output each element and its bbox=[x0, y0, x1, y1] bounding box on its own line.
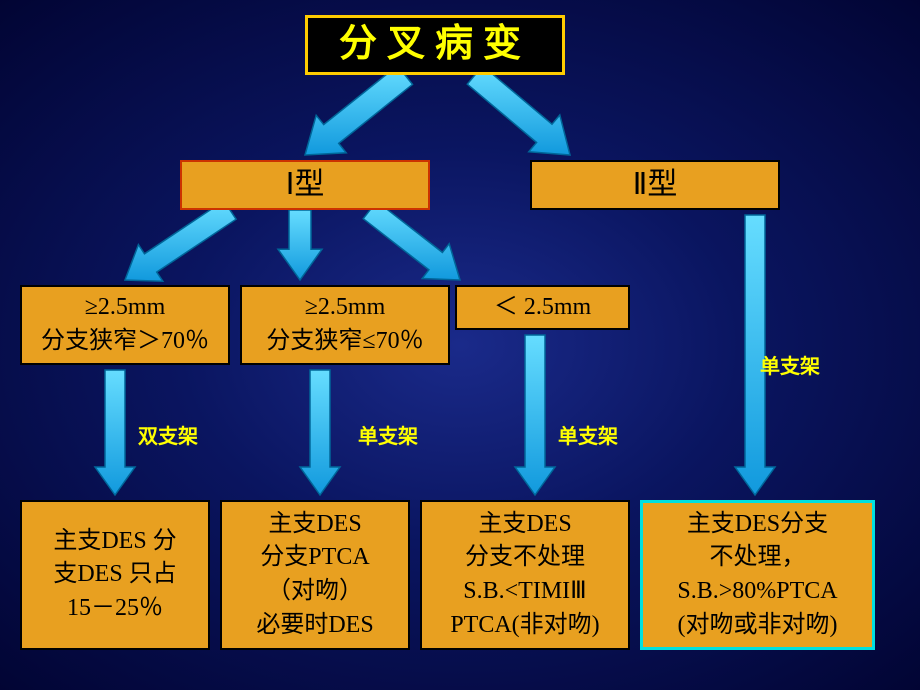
r4-text: 主支DES分支 不处理， S.B.>80%PTCA (对吻或非对吻) bbox=[677, 508, 837, 642]
root-text: 分叉病变 bbox=[339, 18, 531, 71]
type1-text: Ⅰ型 bbox=[286, 164, 325, 206]
criteria-1-node: ≥2.5mm 分支狭窄＞70％ bbox=[20, 285, 230, 365]
criteria-3-node: ＜ 2.5mm bbox=[455, 285, 630, 330]
type1-node: Ⅰ型 bbox=[180, 160, 430, 210]
r2-text: 主支DES 分支PTCA （对吻） 必要时DES bbox=[256, 508, 373, 642]
label-single-stent-2: 单支架 bbox=[558, 420, 618, 449]
label-single-stent-3: 单支架 bbox=[760, 350, 820, 379]
result-2-node: 主支DES 分支PTCA （对吻） 必要时DES bbox=[220, 500, 410, 650]
root-node: 分叉病变 bbox=[305, 15, 565, 75]
c1-text: ≥2.5mm 分支狭窄＞70％ bbox=[41, 291, 209, 358]
type2-node: Ⅱ型 bbox=[530, 160, 780, 210]
result-4-node: 主支DES分支 不处理， S.B.>80%PTCA (对吻或非对吻) bbox=[640, 500, 875, 650]
label-single-stent-1: 单支架 bbox=[358, 420, 418, 449]
c2-text: ≥2.5mm 分支狭窄≤70％ bbox=[266, 291, 423, 358]
r1-text: 主支DES 分 支DES 只占 15－25％ bbox=[53, 525, 176, 626]
type2-text: Ⅱ型 bbox=[633, 164, 678, 206]
c3-text: ＜ 2.5mm bbox=[494, 291, 591, 325]
label-double-stent: 双支架 bbox=[138, 420, 198, 449]
result-3-node: 主支DES 分支不处理 S.B.<TIMIⅢ PTCA(非对吻) bbox=[420, 500, 630, 650]
r3-text: 主支DES 分支不处理 S.B.<TIMIⅢ PTCA(非对吻) bbox=[450, 508, 599, 642]
result-1-node: 主支DES 分 支DES 只占 15－25％ bbox=[20, 500, 210, 650]
criteria-2-node: ≥2.5mm 分支狭窄≤70％ bbox=[240, 285, 450, 365]
